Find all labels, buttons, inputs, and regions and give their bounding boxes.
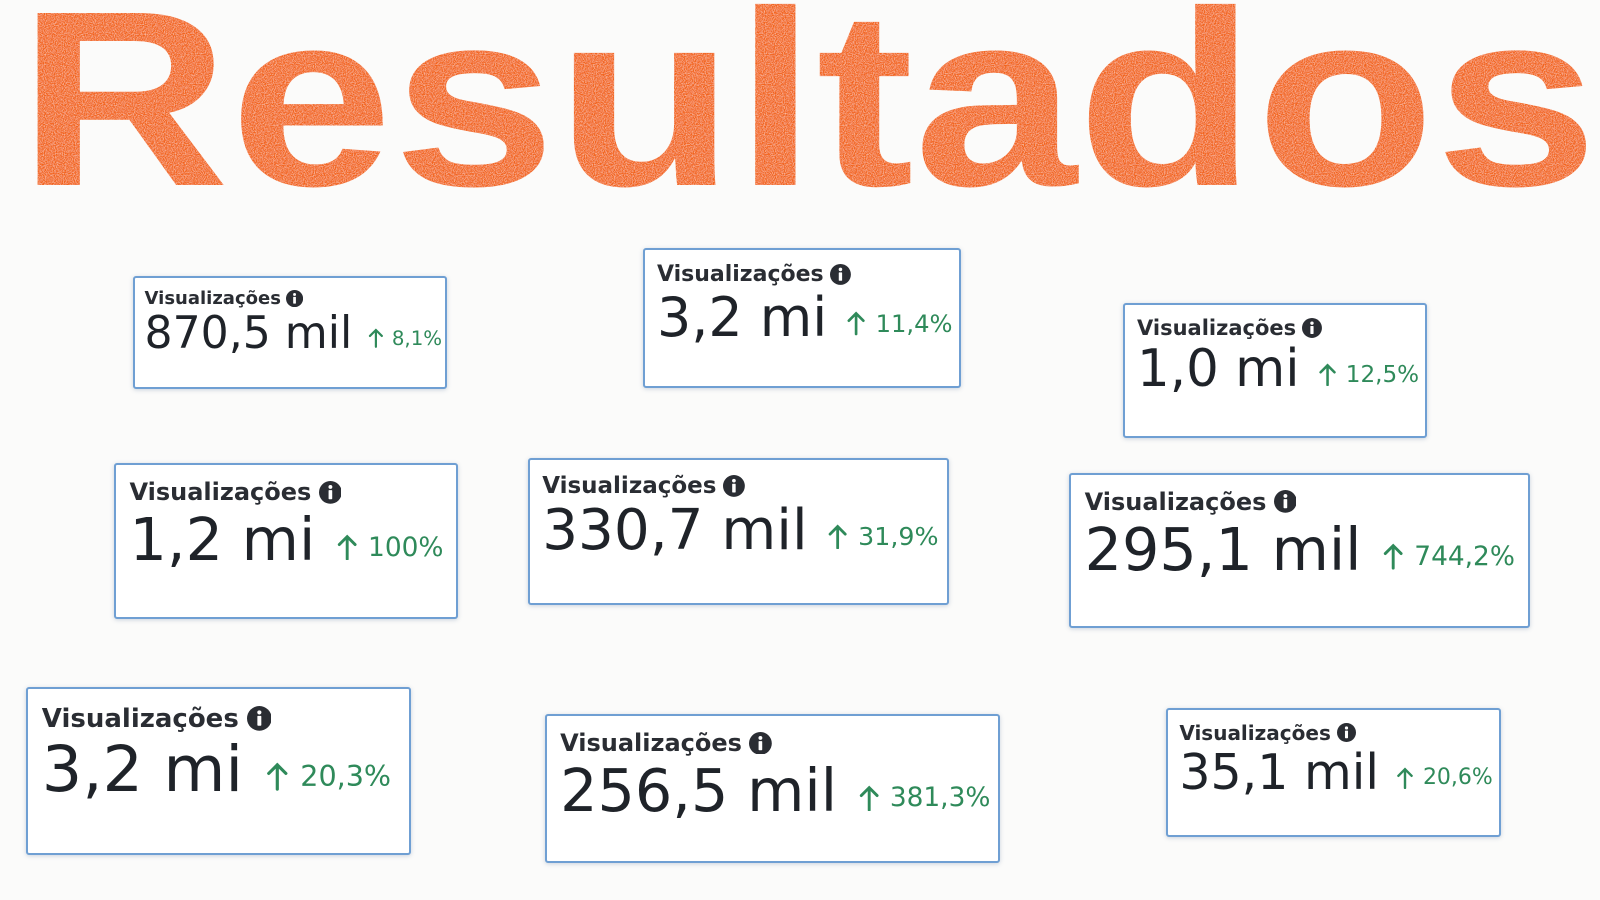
metric-row: 1,0 mi 12,5% [1137,340,1425,399]
metric-card: Visualizações 3,2 mi 20,3% [25,687,412,855]
metric-value: 870,5 mil [144,308,353,360]
change-percent: 381,3% [889,782,991,814]
card-header: Visualizações [1085,488,1528,516]
metric-change: 31,9% [825,521,939,551]
card-header: Visualizações [1137,316,1425,340]
metric-row: 295,1 mil 744,2% [1085,516,1528,584]
card-header: Visualizações [129,478,456,506]
info-icon [1336,723,1356,743]
metric-row: 3,2 mi 11,4% [656,285,959,349]
change-percent: 8,1% [391,326,443,350]
metric-value: 330,7 mil [542,497,808,563]
up-arrow [1319,363,1336,387]
metric-value: 35,1 mil [1179,743,1379,801]
metric-row: 870,5 mil 8,1% [144,308,445,360]
change-percent: 744,2% [1414,541,1515,572]
metric-label: Visualizações [1179,720,1331,745]
up-arrow [847,311,865,336]
metric-value: 256,5 mil [560,756,838,826]
up-arrow [368,328,384,349]
metric-change: 20,6% [1394,765,1493,791]
metric-row: 3,2 mi 20,3% [41,732,409,807]
metric-row: 330,7 mil 31,9% [542,497,947,564]
info-icon [1273,490,1297,514]
metric-card: Visualizações 330,7 mil 31,9% [527,458,949,606]
metric-value: 3,2 mi [41,732,244,807]
metric-row: 256,5 mil 381,3% [560,757,998,825]
metric-label: Visualizações [129,478,312,507]
metric-label: Visualizações [41,703,239,734]
metric-card: Visualizações 3,2 mi 11,4% [642,247,962,388]
card-header: Visualizações [560,729,998,757]
change-percent: 20,6% [1422,765,1493,791]
up-arrow [859,785,879,812]
card-header: Visualizações [542,473,947,499]
metric-card: Visualizações 256,5 mil 381,3% [544,713,1000,864]
info-icon [318,481,342,504]
change-percent: 12,5% [1345,361,1420,388]
info-icon [246,706,272,731]
metric-change: 381,3% [856,782,991,814]
up-arrow [337,534,357,561]
change-percent: 20,3% [300,759,392,794]
metric-row: 1,2 mi 100% [129,506,456,574]
metric-label: Visualizações [144,288,281,310]
metric-value: 1,2 mi [129,505,316,575]
metric-label: Visualizações [1084,487,1267,516]
metric-value: 1,0 mi [1137,339,1300,400]
info-icon [286,289,304,308]
up-arrow [828,524,847,549]
metric-change: 100% [334,532,444,563]
card-header: Visualizações [42,704,409,734]
metric-card: Visualizações 35,1 mil 20,6% [1166,707,1501,837]
page-title: Resultados [18,0,1598,200]
info-icon [723,474,746,497]
metric-card: Visualizações 295,1 mil 744,2% [1069,472,1530,628]
up-arrow [1397,767,1414,789]
up-arrow [267,762,288,791]
info-icon [1302,318,1323,339]
info-icon [749,731,772,755]
metric-value: 3,2 mi [656,285,828,349]
title-banner: Resultados [18,0,1598,200]
info-icon [830,263,852,285]
metric-value: 295,1 mil [1084,514,1362,584]
up-arrow [1383,543,1403,570]
metric-change: 12,5% [1316,362,1419,388]
metric-change: 744,2% [1380,541,1515,572]
metric-label: Visualizações [560,729,742,758]
metric-change: 8,1% [366,327,442,350]
metric-card: Visualizações 870,5 mil 8,1% [132,276,447,389]
metric-change: 20,3% [263,759,391,793]
card-header: Visualizações [657,262,959,287]
metric-card: Visualizações 1,0 mi 12,5% [1123,302,1427,438]
metric-change: 11,4% [844,310,952,338]
change-percent: 100% [368,531,444,563]
metric-row: 35,1 mil 20,6% [1179,743,1499,801]
card-header: Visualizações [1179,721,1499,745]
change-percent: 31,9% [858,521,939,551]
change-percent: 11,4% [875,309,953,338]
card-header: Visualizações [145,288,445,309]
metric-card: Visualizações 1,2 mi 100% [114,463,459,619]
metric-label: Visualizações [656,261,824,287]
metric-label: Visualizações [1137,316,1297,341]
metric-label: Visualizações [542,472,717,499]
